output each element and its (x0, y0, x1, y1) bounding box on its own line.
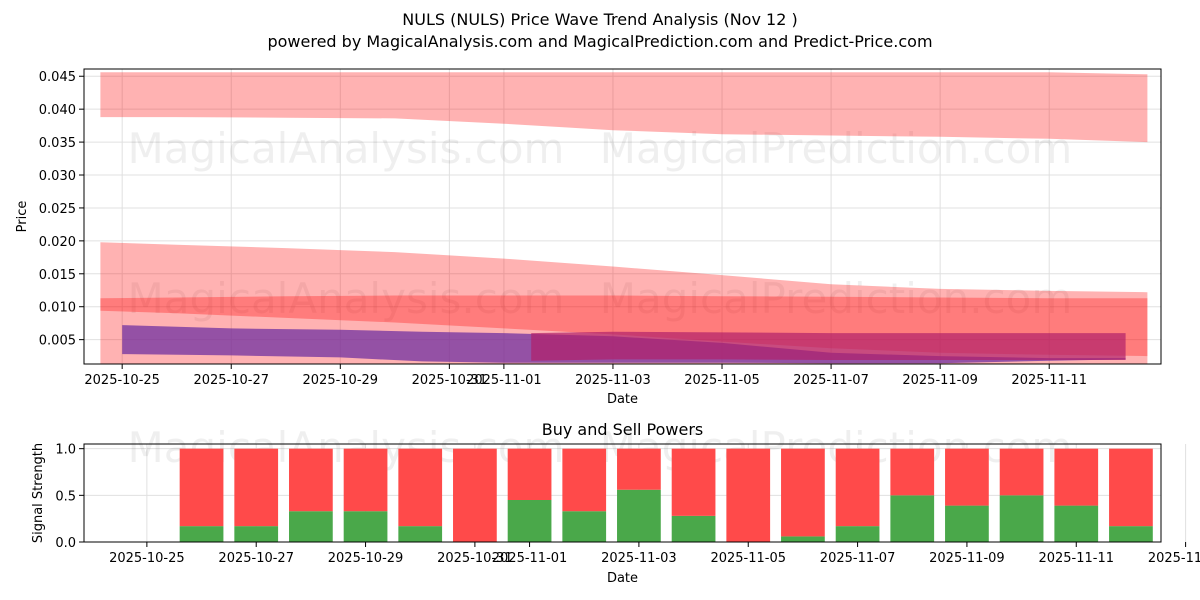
bottom-x-tick-label: 2025-11-05 (710, 551, 786, 566)
bottom-y-tick-label: 1.0 (55, 443, 76, 458)
buy-bar (234, 526, 279, 542)
magenta-band (531, 331, 1126, 361)
top-plot-frame (83, 68, 1162, 365)
sell-bar (398, 448, 443, 527)
top-x-tick-label: 2025-11-01 (466, 373, 542, 388)
top-x-axis-label: Date (607, 392, 638, 407)
sell-bar (999, 448, 1044, 496)
watermark-text: MagicalPrediction.com (600, 124, 1073, 173)
sell-bar (671, 448, 716, 516)
chart-title: NULS (NULS) Price Wave Trend Analysis (N… (402, 10, 797, 29)
top-y-tick-label: 0.040 (39, 103, 76, 118)
sell-bar (453, 448, 497, 542)
top-y-tick-label: 0.015 (39, 268, 76, 283)
top-x-tick-label: 2025-10-29 (303, 373, 379, 388)
watermark-text: MagicalAnalysis.com (128, 274, 565, 323)
top-x-tick-label: 2025-10-31 (412, 373, 488, 388)
watermark-text: MagicalPrediction.com (600, 274, 1073, 323)
sell-bar (343, 448, 388, 512)
top-y-tick-label: 0.030 (39, 169, 76, 184)
upper-band (100, 72, 1148, 143)
bottom-x-tick-label: 2025-11-07 (820, 551, 896, 566)
buy-bar (179, 526, 224, 542)
buy-bar (398, 526, 443, 542)
top-x-tick-label: 2025-11-03 (575, 373, 651, 388)
buy-bar (343, 511, 388, 542)
sell-bar (781, 448, 825, 537)
bottom-x-axis-label: Date (607, 571, 638, 586)
buy-bar (507, 500, 552, 542)
bottom-x-tick-label: 2025-11-13 (1148, 551, 1200, 566)
buy-bar (562, 511, 607, 542)
top-x-tick-label: 2025-11-07 (793, 373, 869, 388)
top-x-tick-label: 2025-10-27 (193, 373, 269, 388)
top-y-tick-label: 0.035 (39, 136, 76, 151)
top-x-tick-label: 2025-11-05 (684, 373, 760, 388)
sell-bar (507, 448, 552, 500)
buy-bar (671, 515, 716, 542)
bottom-x-tick-label: 2025-10-31 (437, 551, 513, 566)
top-x-tick-label: 2025-11-11 (1011, 373, 1087, 388)
bottom-y-tick-label: 0.0 (55, 536, 76, 551)
sell-bar (1109, 448, 1153, 527)
top-x-tick-label: 2025-10-25 (84, 373, 160, 388)
top-y-tick-label: 0.025 (39, 202, 76, 217)
sell-bar (562, 448, 607, 512)
buy-bar (617, 489, 661, 542)
bottom-panel-title: Buy and Sell Powers (542, 420, 704, 439)
top-x-tick-label: 2025-11-09 (902, 373, 978, 388)
buy-bar (835, 526, 880, 542)
sell-bar (617, 448, 661, 490)
bottom-y-tick-label: 0.5 (55, 489, 76, 504)
bottom-x-tick-label: 2025-10-27 (218, 551, 294, 566)
bottom-x-tick-label: 2025-11-01 (492, 551, 568, 566)
watermark-text: MagicalAnalysis.com (128, 124, 565, 173)
sell-bar (945, 448, 989, 506)
bottom-x-tick-label: 2025-10-29 (328, 551, 404, 566)
sell-bar (289, 448, 333, 512)
bottom-x-tick-label: 2025-10-25 (109, 551, 185, 566)
buy-bar (289, 511, 333, 542)
top-y-tick-label: 0.045 (39, 70, 76, 85)
bottom-plot-frame (83, 443, 1162, 543)
buy-bar (1054, 505, 1099, 542)
top-y-tick-label: 0.020 (39, 235, 76, 250)
sell-bar (890, 448, 935, 496)
top-y-tick-label: 0.010 (39, 301, 76, 316)
bottom-x-tick-label: 2025-11-11 (1038, 551, 1114, 566)
buy-bar (781, 536, 825, 542)
sell-bar (835, 448, 880, 527)
chart-subtitle: powered by MagicalAnalysis.com and Magic… (267, 32, 932, 51)
buy-bar (1109, 526, 1153, 542)
sell-bar (1054, 448, 1099, 506)
sell-bar (179, 448, 224, 527)
bottom-x-tick-label: 2025-11-09 (929, 551, 1005, 566)
top-y-axis-label: Price (15, 201, 30, 233)
price-wave-panel: MagicalAnalysis.com MagicalAnalysis.com Ma… (15, 68, 1162, 407)
buy-bar (890, 495, 935, 542)
buy-bar (999, 495, 1044, 542)
bottom-y-axis-label: Signal Strength (31, 443, 46, 543)
sell-bar (726, 448, 771, 542)
top-y-tick-label: 0.005 (39, 334, 76, 349)
sell-bar (234, 448, 279, 527)
bottom-x-tick-label: 2025-11-03 (601, 551, 677, 566)
buy-bar (945, 505, 989, 542)
